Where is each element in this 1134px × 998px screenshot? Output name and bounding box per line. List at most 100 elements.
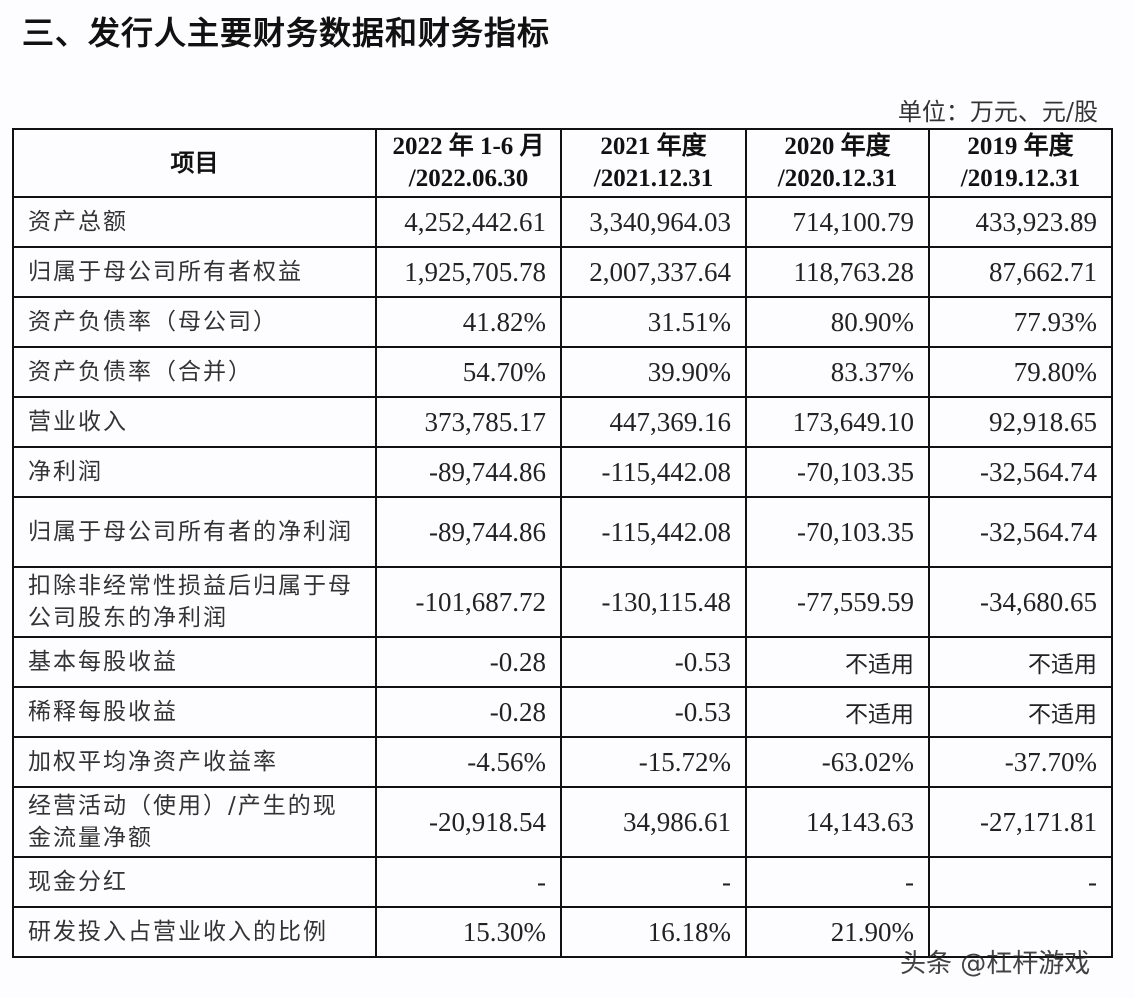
- row-value: 41.82%: [375, 296, 562, 348]
- table-row: 研发投入占营业收入的比例 15.30% 16.18% 21.90%: [12, 906, 1113, 958]
- financial-table: 项目 2022 年 1-6 月/2022.06.30 2021 年度/2021.…: [12, 128, 1113, 958]
- table-header-row: 项目 2022 年 1-6 月/2022.06.30 2021 年度/2021.…: [12, 128, 1113, 198]
- row-value: 118,763.28: [745, 246, 930, 298]
- row-label: 归属于母公司所有者的净利润: [12, 496, 377, 568]
- row-value: -27,171.81: [928, 786, 1113, 858]
- row-value: 34,986.61: [560, 786, 747, 858]
- table-row: 归属于母公司所有者的净利润 -89,744.86 -115,442.08 -70,10…: [12, 496, 1113, 568]
- row-value: -32,564.74: [928, 496, 1113, 568]
- row-value: 92,918.65: [928, 396, 1113, 448]
- row-value: -: [375, 856, 562, 908]
- row-value: 4,252,442.61: [375, 196, 562, 248]
- row-value: -: [928, 856, 1113, 908]
- row-label: 净利润: [12, 446, 377, 498]
- row-label: 稀释每股收益: [12, 686, 377, 738]
- row-value: -0.53: [560, 686, 747, 738]
- row-value: 不适用: [745, 686, 930, 738]
- row-value: 87,662.71: [928, 246, 1113, 298]
- row-value: 77.93%: [928, 296, 1113, 348]
- header-line1: 2020 年度: [784, 133, 891, 160]
- row-value: -115,442.08: [560, 446, 747, 498]
- row-value: 31.51%: [560, 296, 747, 348]
- unit-label: 单位：万元、元/股: [897, 98, 1098, 126]
- row-value: -70,103.35: [745, 496, 930, 568]
- row-value: 16.18%: [560, 906, 747, 958]
- row-value: [928, 906, 1113, 958]
- header-line2: /2019.12.31: [960, 165, 1081, 192]
- table-row: 加权平均净资产收益率 -4.56% -15.72% -63.02% -37.70%: [12, 736, 1113, 788]
- row-value: 80.90%: [745, 296, 930, 348]
- row-value: 79.80%: [928, 346, 1113, 398]
- row-label: 加权平均净资产收益率: [12, 736, 377, 788]
- row-value: -77,559.59: [745, 566, 930, 638]
- row-label: 资产总额: [12, 196, 377, 248]
- row-value: -20,918.54: [375, 786, 562, 858]
- table-row: 基本每股收益 -0.28 -0.53 不适用 不适用: [12, 636, 1113, 688]
- header-line1: 2021 年度: [600, 133, 707, 160]
- row-value: 14,143.63: [745, 786, 930, 858]
- row-value: -0.28: [375, 686, 562, 738]
- row-value: 不适用: [928, 636, 1113, 688]
- row-label: 资产负债率（合并）: [12, 346, 377, 398]
- table-row: 资产负债率（母公司） 41.82% 31.51% 80.90% 77.93%: [12, 296, 1113, 348]
- row-label: 归属于母公司所有者权益: [12, 246, 377, 298]
- row-value: -89,744.86: [375, 496, 562, 568]
- header-2022h1: 2022 年 1-6 月/2022.06.30: [375, 128, 562, 198]
- header-2021: 2021 年度/2021.12.31: [560, 128, 747, 198]
- table-row: 稀释每股收益 -0.28 -0.53 不适用 不适用: [12, 686, 1113, 738]
- header-line2: /2022.06.30: [408, 165, 529, 192]
- row-value: 不适用: [745, 636, 930, 688]
- row-value: 15.30%: [375, 906, 562, 958]
- table-row: 营业收入 373,785.17 447,369.16 173,649.10 92,918…: [12, 396, 1113, 448]
- row-value: -37.70%: [928, 736, 1113, 788]
- table-row: 扣除非经常性损益后归属于母公司股东的净利润 -101,687.72 -130,115…: [12, 566, 1113, 638]
- row-value: 21.90%: [745, 906, 930, 958]
- row-value: -115,442.08: [560, 496, 747, 568]
- row-value: -70,103.35: [745, 446, 930, 498]
- row-value: 173,649.10: [745, 396, 930, 448]
- row-value: -89,744.86: [375, 446, 562, 498]
- row-label: 营业收入: [12, 396, 377, 448]
- header-2019: 2019 年度/2019.12.31: [928, 128, 1113, 198]
- row-value: 2,007,337.64: [560, 246, 747, 298]
- row-value: 不适用: [928, 686, 1113, 738]
- row-label: 基本每股收益: [12, 636, 377, 688]
- row-label: 资产负债率（母公司）: [12, 296, 377, 348]
- header-line1: 2019 年度: [967, 133, 1074, 160]
- table-row: 资产负债率（合并） 54.70% 39.90% 83.37% 79.80%: [12, 346, 1113, 398]
- header-2020: 2020 年度/2020.12.31: [745, 128, 930, 198]
- row-value: -: [560, 856, 747, 908]
- row-label: 经营活动（使用）/产生的现金流量净额: [12, 786, 377, 858]
- row-value: 83.37%: [745, 346, 930, 398]
- row-label: 现金分红: [12, 856, 377, 908]
- row-value: -130,115.48: [560, 566, 747, 638]
- header-line2: /2021.12.31: [593, 165, 714, 192]
- row-label: 扣除非经常性损益后归属于母公司股东的净利润: [12, 566, 377, 638]
- header-item: 项目: [12, 128, 377, 198]
- section-title: 三、发行人主要财务数据和财务指标: [22, 14, 551, 52]
- watermark: 头条 @杠杆游戏: [900, 949, 1091, 979]
- header-line1: 2022 年 1-6 月: [392, 133, 545, 160]
- header-text: 项目: [170, 149, 219, 177]
- table-row: 净利润 -89,744.86 -115,442.08 -70,103.35 -32,56…: [12, 446, 1113, 498]
- row-value: 54.70%: [375, 346, 562, 398]
- row-value: 373,785.17: [375, 396, 562, 448]
- row-value: 447,369.16: [560, 396, 747, 448]
- header-line2: /2020.12.31: [777, 165, 898, 192]
- row-value: 3,340,964.03: [560, 196, 747, 248]
- row-value: -: [745, 856, 930, 908]
- row-value: -0.28: [375, 636, 562, 688]
- table-row: 归属于母公司所有者权益 1,925,705.78 2,007,337.64 118,7…: [12, 246, 1113, 298]
- row-value: -15.72%: [560, 736, 747, 788]
- table-row: 现金分红 - - - -: [12, 856, 1113, 908]
- row-value: -32,564.74: [928, 446, 1113, 498]
- row-value: -101,687.72: [375, 566, 562, 638]
- row-value: 39.90%: [560, 346, 747, 398]
- row-value: -63.02%: [745, 736, 930, 788]
- table-row: 经营活动（使用）/产生的现金流量净额 -20,918.54 34,986.61 14,…: [12, 786, 1113, 858]
- row-value: 714,100.79: [745, 196, 930, 248]
- row-value: -4.56%: [375, 736, 562, 788]
- table-row: 资产总额 4,252,442.61 3,340,964.03 714,100.79 43…: [12, 196, 1113, 248]
- row-label: 研发投入占营业收入的比例: [12, 906, 377, 958]
- row-value: -0.53: [560, 636, 747, 688]
